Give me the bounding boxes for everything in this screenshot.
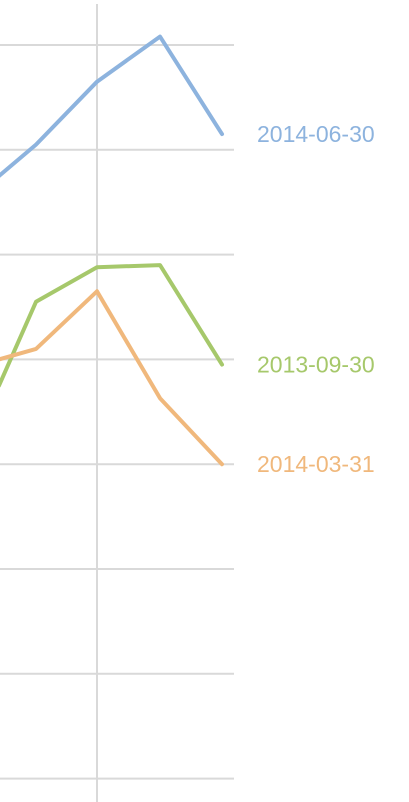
- series-line-2: [0, 289, 224, 467]
- grid: [0, 4, 234, 802]
- series-lines: [0, 34, 224, 467]
- series-line-0: [0, 34, 224, 178]
- series-line-1: [0, 263, 224, 388]
- series-label-1: 2013-09-30: [257, 352, 375, 378]
- series-label-0: 2014-06-30: [257, 121, 375, 147]
- series-labels: 2014-06-30 2013-09-30 2014-03-31: [257, 121, 375, 477]
- series-label-2: 2014-03-31: [257, 451, 375, 477]
